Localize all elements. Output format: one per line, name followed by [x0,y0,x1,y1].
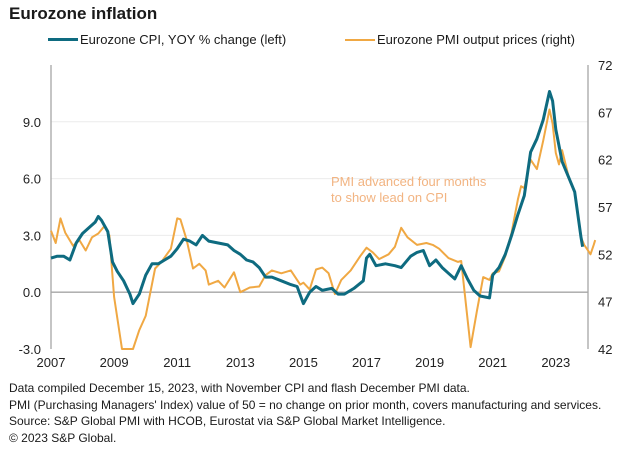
left-axis-tick-label: 0.0 [23,285,41,300]
legend-swatch-cpi [48,38,78,41]
chart-title: Eurozone inflation [9,4,158,23]
chart-footer: Data compiled December 15, 2023, with No… [9,380,601,446]
legend-label-pmi: Eurozone PMI output prices (right) [377,32,575,47]
legend-label-cpi: Eurozone CPI, YOY % change (left) [80,32,287,47]
left-axis-tick-label: 6.0 [23,172,41,187]
right-axis-tick-label: 72 [598,58,612,73]
series-line-cpi [50,90,585,306]
right-axis-tick-label: 47 [598,295,612,310]
right-axis-tick-label: 62 [598,153,612,168]
right-axis-tick-label: 67 [598,105,612,120]
left-axis-tick-label: -3.0 [19,342,41,357]
left-axis-tick-label: 3.0 [23,228,41,243]
legend: Eurozone CPI, YOY % change (left) Eurozo… [0,32,626,52]
x-axis-tick-label: 2013 [226,355,255,370]
left-axis-ticks: -3.0 0.0 3.0 6.0 9.0 [19,115,41,357]
right-axis-tick-label: 57 [598,200,612,215]
legend-swatch-pmi [345,38,375,41]
footer-copyright: © 2023 S&P Global. [9,430,117,445]
x-axis-tick-label: 2021 [478,355,507,370]
footer-note-data-compiled: Data compiled December 15, 2023, with No… [9,381,470,395]
footer-source: Source: S&P Global PMI with HCOB, Eurost… [9,414,446,428]
legend-item-pmi: Eurozone PMI output prices (right) [345,32,575,47]
x-axis-tick-label: 2011 [163,355,191,370]
x-axis-tick-label: 2019 [415,355,444,370]
x-axis-tick-label: 2017 [352,355,381,370]
footer-note-pmi-definition: PMI (Purchasing Managers' Index) value o… [9,397,602,412]
right-axis-ticks: 42 47 52 57 62 67 72 [598,58,612,357]
right-axis-tick-label: 42 [598,342,612,357]
left-axis-tick-label: 9.0 [23,115,41,130]
x-axis-ticks: 2007 2009 2011 2013 2015 2017 2019 2021 2023 [37,355,571,370]
series-line-pmi [50,108,597,350]
x-axis-tick-label: 2009 [100,355,129,370]
annotation-line-2: to show lead on CPI [331,190,447,205]
annotation-line-1: PMI advanced four months [331,174,487,189]
x-axis-tick-label: 2023 [541,355,570,370]
x-axis-tick-label: 2007 [37,355,66,370]
chart-area: -3.0 0.0 3.0 6.0 9.0 42 47 52 57 62 67 72 2007 2009… [19,58,613,370]
right-axis-tick-label: 52 [598,247,612,262]
legend-item-cpi: Eurozone CPI, YOY % change (left) [48,32,286,47]
gridlines [51,121,588,236]
x-axis-tick-label: 2015 [289,355,318,370]
